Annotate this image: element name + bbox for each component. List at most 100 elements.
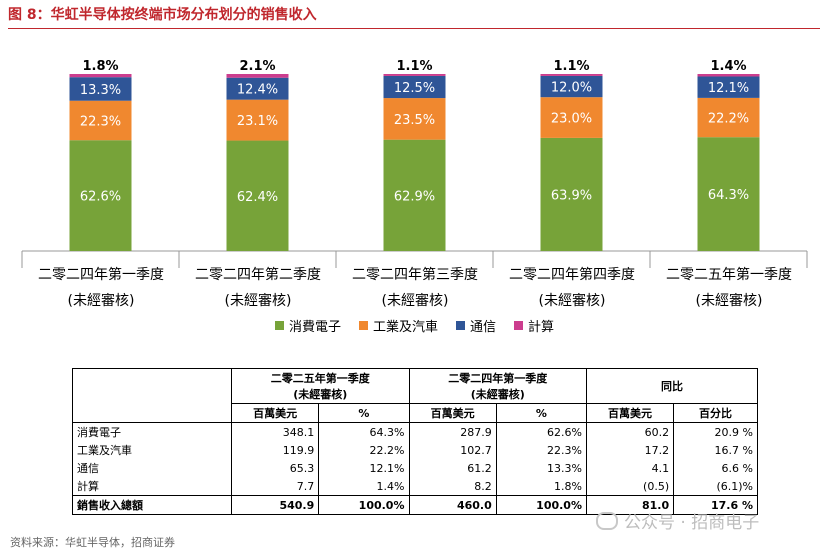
category-label: 二零二四年第二季度 (未經審核) <box>181 262 336 314</box>
table-value: 540.9 <box>230 495 319 515</box>
table-value: 100.0% <box>495 495 587 515</box>
data-label: 1.4% <box>710 59 746 74</box>
table-subheader: 百萬美元 <box>585 403 674 423</box>
row-label: 消費電子 <box>72 422 232 441</box>
legend-swatch <box>274 321 284 330</box>
data-label: 63.9% <box>551 188 592 203</box>
table-row: 計算 7.7 1.4% 8.2 1.8% (0.5) (6.1)% <box>72 477 758 496</box>
table-value: 119.9 <box>230 441 319 459</box>
table-value: 1.8% <box>495 477 587 496</box>
row-label: 計算 <box>72 477 232 496</box>
stacked-bar-chart: 62.6% 22.3% 13.3% 1.8% 62.4% 23.1% 12.4% 2.1% 62… <box>21 59 808 268</box>
table-value: 287.9 <box>408 422 497 441</box>
legend-item: 工業及汽車 <box>358 316 438 335</box>
data-label: 22.3% <box>80 114 121 129</box>
category-label-line: (未經審核) <box>67 293 135 309</box>
table-value: 102.7 <box>408 441 497 459</box>
data-label: 13.3% <box>80 83 121 98</box>
legend-label: 工業及汽車 <box>372 320 438 335</box>
bar-segment <box>226 74 289 78</box>
table-value: 62.6% <box>495 422 587 441</box>
bar-segment <box>69 100 132 141</box>
bar-segment <box>226 77 289 100</box>
group-header-line: 同比 <box>661 380 683 393</box>
table-value: 100.0% <box>318 495 409 515</box>
bar-segment <box>69 74 132 78</box>
data-label: 1.8% <box>82 59 118 74</box>
category-label-line: (未經審核) <box>538 293 606 309</box>
table-value: 17.6 % <box>673 495 758 515</box>
table-value: 22.2% <box>318 441 409 459</box>
category-label: 二零二四年第四季度 (未經審核) <box>495 262 650 314</box>
table-value: 81.0 <box>585 495 674 515</box>
bar-segment <box>697 76 760 98</box>
bar-segment <box>540 137 603 251</box>
category-label-line: 二零二四年第二季度 <box>195 267 321 283</box>
group-header-line: (未經審核) <box>470 388 525 401</box>
table-row: 工業及汽車 119.9 22.2% 102.7 22.3% 17.2 16.7 % <box>72 441 758 459</box>
table-group-header: 二零二四年第一季度 (未經審核) <box>408 368 587 404</box>
title-rule <box>8 28 820 29</box>
data-label: 12.0% <box>551 81 592 96</box>
watermark-text: 公众号 · 招商电子 <box>624 513 760 533</box>
table-row: 消費電子 348.1 64.3% 287.9 62.6% 60.2 20.9 % <box>72 422 758 441</box>
table-subheader: % <box>318 403 409 423</box>
legend-label: 消費電子 <box>288 320 341 335</box>
table-value: 8.2 <box>408 477 497 496</box>
category-label: 二零二四年第一季度 (未經審核) <box>24 262 179 314</box>
data-label: 2.1% <box>239 59 275 74</box>
data-label: 12.5% <box>394 81 435 96</box>
table-value: 64.3% <box>318 422 409 441</box>
table-value: 20.9 % <box>673 422 758 441</box>
data-label: 23.5% <box>394 113 435 128</box>
table-value: 65.3 <box>230 459 319 477</box>
data-label: 62.4% <box>237 190 278 205</box>
legend: 消費電子 工業及汽車 通信 計算 <box>0 316 829 335</box>
legend-item: 消費電子 <box>274 316 341 335</box>
legend-item: 通信 <box>456 316 496 335</box>
bar-segment <box>383 74 446 76</box>
table-value: 16.7 % <box>673 441 758 459</box>
table-row: 通信 65.3 12.1% 61.2 13.3% 4.1 6.6 % <box>72 459 758 477</box>
data-label: 1.1% <box>396 59 432 74</box>
wechat-icon <box>596 511 618 530</box>
bar-segment <box>697 74 760 77</box>
figure-title: 图 8：华虹半导体按终端市场分布划分的销售收入 <box>8 7 317 23</box>
bar-segment <box>69 77 132 101</box>
table-value: (0.5) <box>585 477 674 496</box>
table-value: 4.1 <box>585 459 674 477</box>
category-label-line: (未經審核) <box>224 293 292 309</box>
legend-swatch <box>358 321 368 330</box>
category-label-line: 二零二四年第三季度 <box>352 267 478 283</box>
bar-segment <box>69 140 132 251</box>
category-label-line: (未經審核) <box>381 293 449 309</box>
category-label: 二零二五年第一季度 (未經審核) <box>652 262 807 314</box>
table-value: 7.7 <box>230 477 319 496</box>
table-value: 460.0 <box>408 495 497 515</box>
data-label: 12.4% <box>237 83 278 98</box>
table-value: 61.2 <box>408 459 497 477</box>
bar-segment <box>697 137 760 251</box>
table-value: 348.1 <box>230 422 319 441</box>
table-corner <box>72 368 232 404</box>
row-label: 通信 <box>72 459 232 477</box>
category-label-line: (未經審核) <box>695 293 763 309</box>
category-label-line: 二零二四年第一季度 <box>38 267 164 283</box>
table-value: 17.2 <box>585 441 674 459</box>
data-label: 12.1% <box>708 81 749 96</box>
row-label: 工業及汽車 <box>72 441 232 459</box>
watermark: 公众号 · 招商电子 <box>596 508 759 533</box>
group-header-line: 二零二四年第一季度 <box>448 372 548 385</box>
bar-segment <box>226 99 289 141</box>
source-note: 资料来源：华虹半导体，招商证券 <box>10 536 175 549</box>
table-value: 12.1% <box>318 459 409 477</box>
bar-segment <box>540 97 603 138</box>
bar-segment <box>697 97 760 138</box>
table-value: 60.2 <box>585 422 674 441</box>
table-group-header: 同比 <box>586 368 758 404</box>
data-label: 62.9% <box>394 189 435 204</box>
table-value: 13.3% <box>495 459 587 477</box>
bar-segment <box>540 74 603 76</box>
row-label: 銷售收入總額 <box>72 495 232 515</box>
table-value: (6.1)% <box>673 477 758 496</box>
